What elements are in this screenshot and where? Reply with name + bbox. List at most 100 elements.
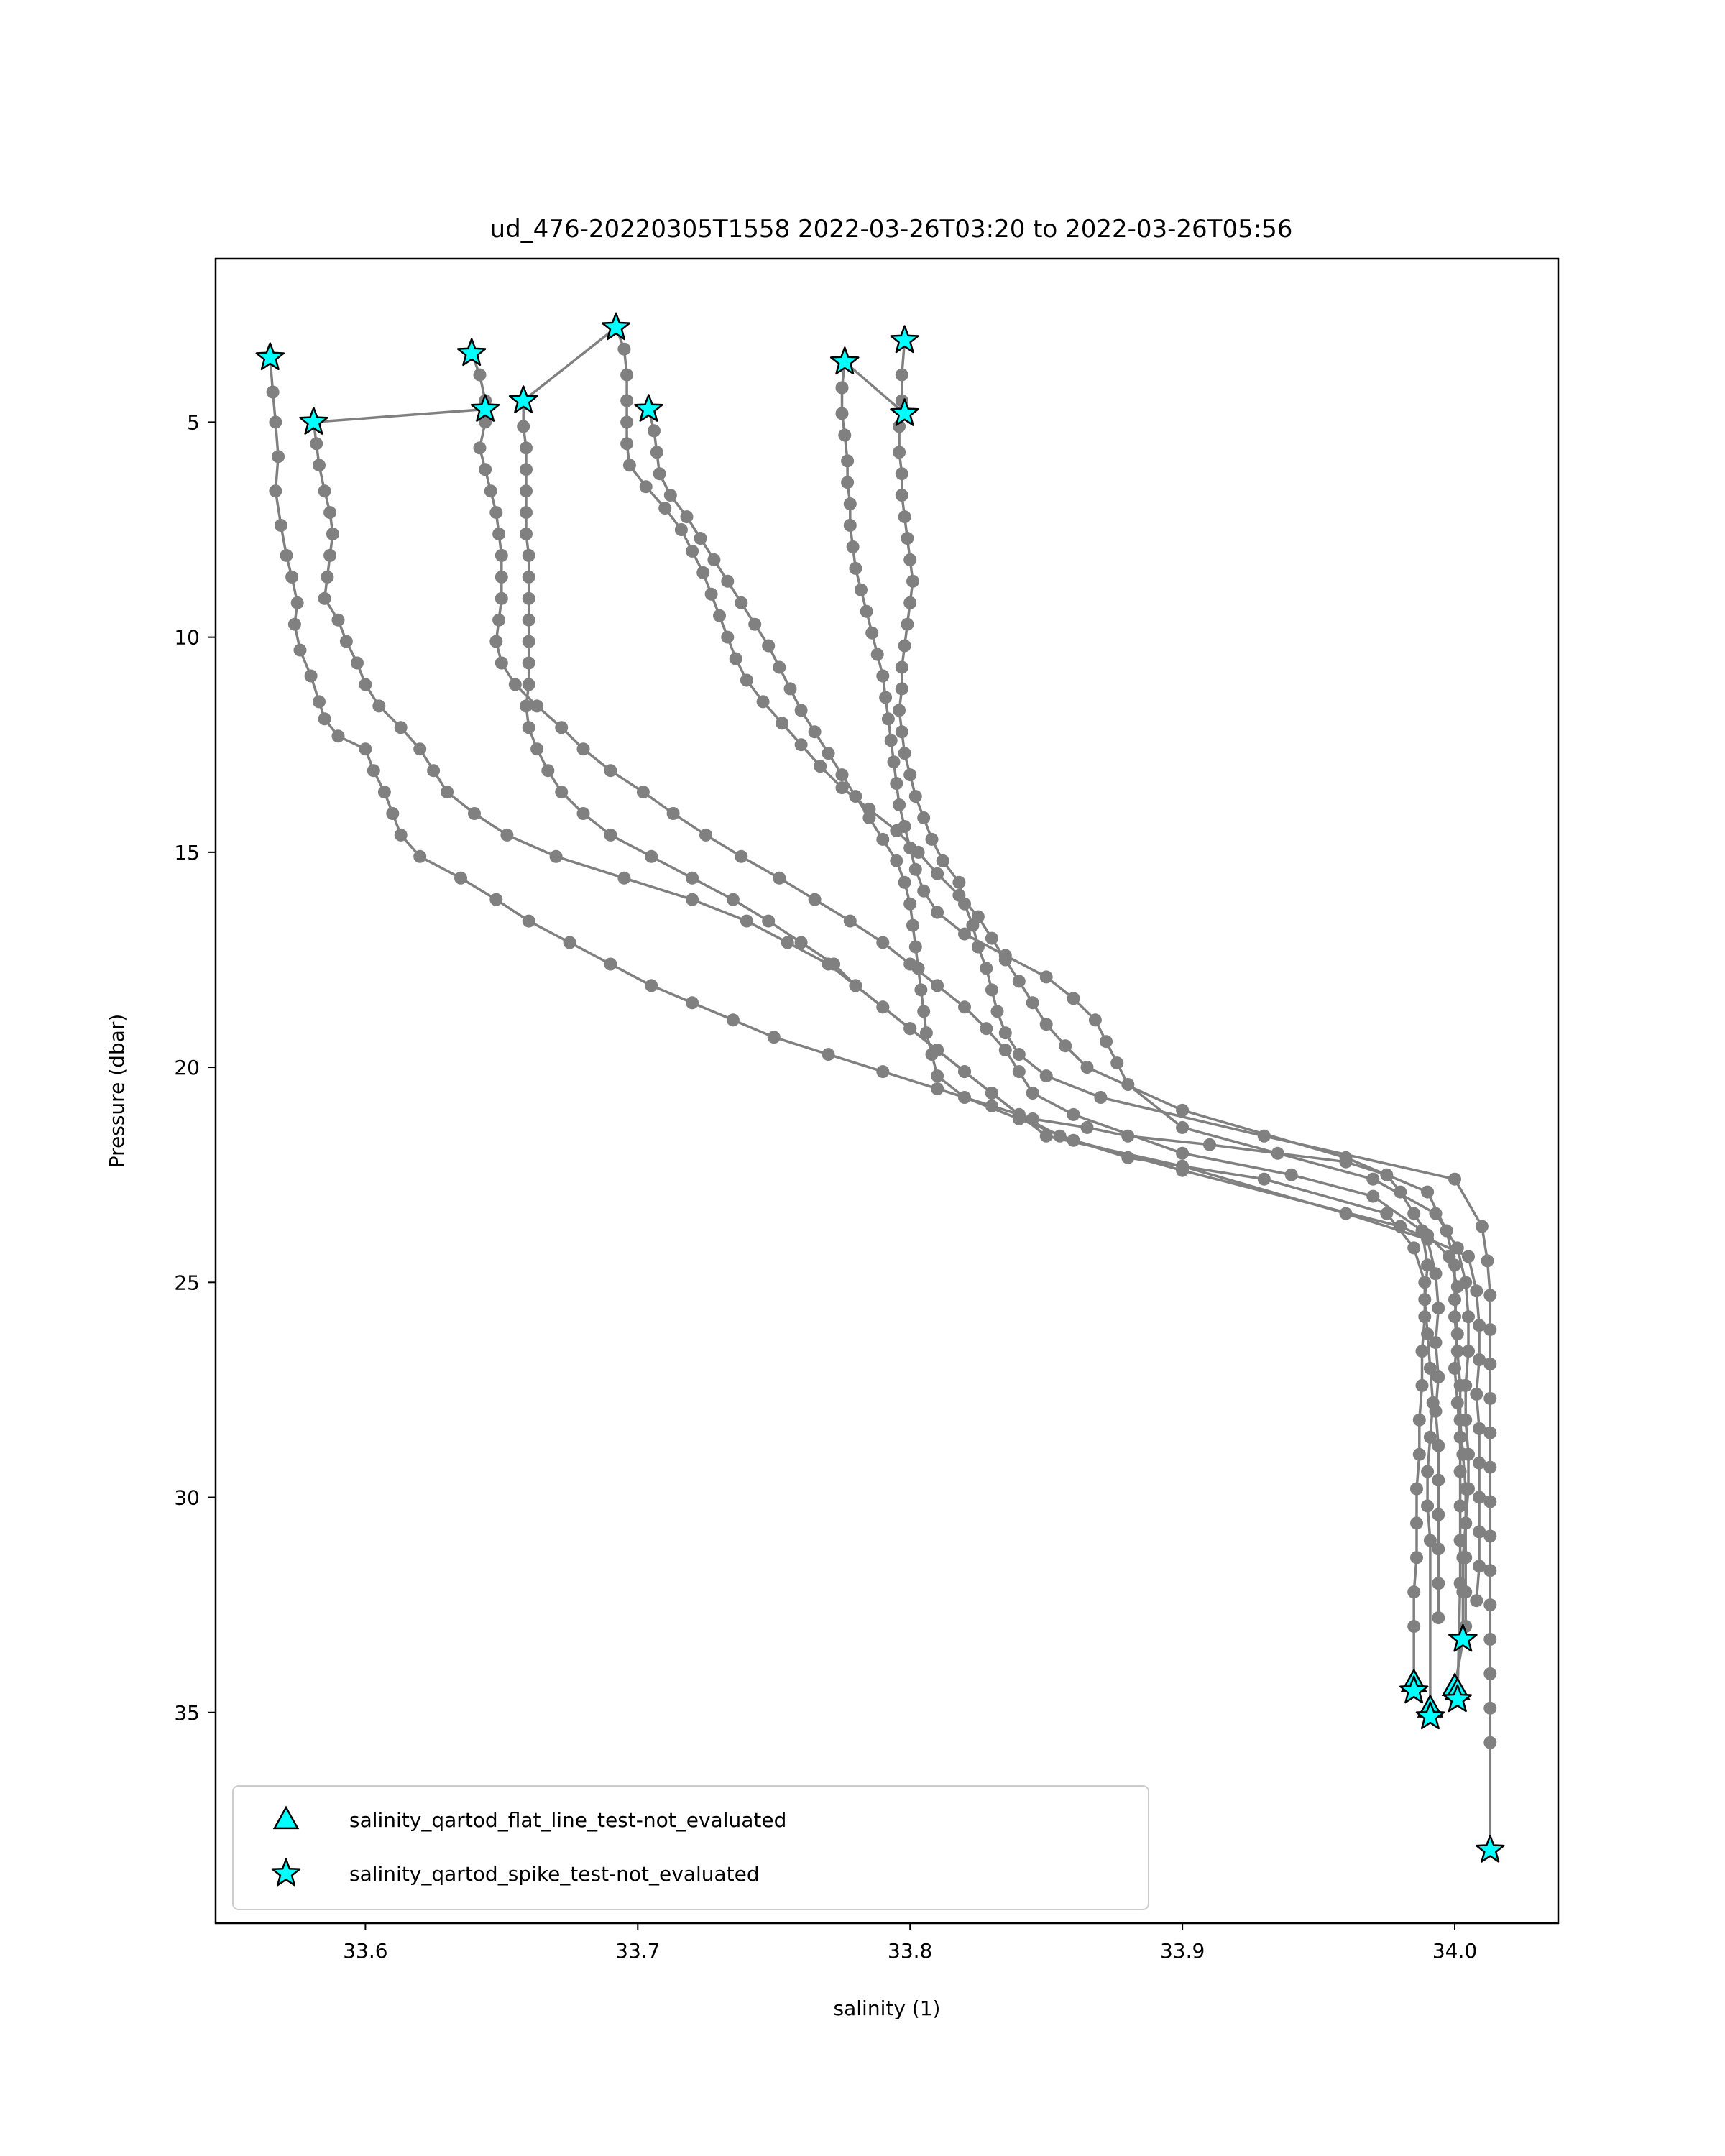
profile-8-point [1484, 1701, 1497, 1715]
profile-7-point [843, 497, 857, 511]
profile-1-point [290, 596, 304, 609]
profile-4-point [1432, 1370, 1445, 1383]
profile-7-point [1067, 992, 1080, 1005]
profile-5-point [1012, 975, 1026, 988]
y-tick-label: 30 [174, 1486, 200, 1510]
profile-6-point [917, 1005, 931, 1018]
profile-3-point [530, 699, 544, 713]
legend-star-marker [271, 1858, 301, 1886]
profile-6-point [1067, 1133, 1080, 1147]
y-tick-label: 10 [174, 626, 200, 650]
profile-7-point [1429, 1207, 1443, 1220]
profile-4-point [520, 441, 533, 455]
profile-7-point [898, 820, 911, 833]
profile-7-point [998, 949, 1012, 962]
profile-6-point [1394, 1220, 1407, 1233]
profile-6-point [1012, 1112, 1026, 1125]
profile-3-point [735, 849, 748, 863]
profile-3-point [1421, 1465, 1435, 1478]
profile-1-point [269, 484, 282, 498]
x-tick-label: 33.9 [1160, 1939, 1205, 1963]
profile-3-point [508, 678, 522, 691]
profile-2-point [372, 699, 386, 713]
profile-6-point [906, 918, 919, 932]
profile-4-point [645, 849, 658, 863]
profile-4-point [530, 742, 544, 756]
profile-6-point [822, 747, 835, 760]
profile-3-point [1421, 1327, 1435, 1341]
spike-star-marker [829, 346, 860, 375]
profile-6-point [1473, 1560, 1486, 1573]
profile-2-point [1257, 1172, 1271, 1186]
profile-8-point [952, 875, 966, 889]
x-tick-label: 33.8 [888, 1939, 932, 1963]
profile-2-point [686, 893, 699, 906]
profile-8-point [1484, 1736, 1497, 1749]
profile-4-point [576, 807, 590, 820]
profile-3-point [1418, 1293, 1432, 1307]
profile-8-point [1484, 1495, 1497, 1508]
profile-5-point [756, 695, 770, 709]
profile-4-point [520, 463, 533, 476]
profile-4-point [1432, 1508, 1445, 1521]
y-axis-label: Pressure (dbar) [105, 1014, 129, 1169]
profile-5-point [1026, 996, 1039, 1010]
profile-6-point [648, 424, 661, 438]
profile-2-point [1415, 1378, 1429, 1392]
profile-8-point [893, 704, 906, 717]
profile-3-point [1423, 1430, 1437, 1444]
profile-8-point [908, 790, 922, 803]
profile-2-point [1407, 1585, 1421, 1599]
profile-5-point [622, 459, 636, 472]
x-axis-label: salinity (1) [834, 1996, 941, 2020]
profile-6-point [931, 1069, 944, 1083]
profile-4-point [726, 893, 740, 906]
profile-2-point [359, 678, 372, 691]
profile-2-point [617, 871, 631, 885]
profile-4-point [555, 786, 569, 799]
profile-8-point [901, 617, 914, 631]
spike-star-marker [634, 394, 663, 422]
connector-line-3 [844, 361, 906, 415]
profile-3-point [958, 1000, 971, 1014]
profile-5-point [674, 523, 688, 536]
profile-7-point [958, 927, 971, 941]
profile-1-point [822, 1048, 835, 1061]
profile-5-point [1450, 1327, 1464, 1341]
profile-8-point [895, 725, 908, 739]
profile-4-point [1432, 1577, 1445, 1590]
profile-6-point [650, 446, 663, 459]
profile-1-point [367, 764, 380, 778]
profile-2-point [1410, 1482, 1423, 1496]
profile-6-point [835, 768, 849, 782]
profile-2-point [339, 635, 353, 648]
profile-1-point [331, 729, 345, 743]
profile-7-point [855, 583, 868, 596]
spike-star-marker [508, 385, 538, 413]
legend: salinity_qartod_flat_line_test-not_evalu… [232, 1785, 1149, 1910]
profile-4-point [520, 528, 533, 540]
plot-frame [214, 257, 1560, 1925]
profile-6-point [958, 1091, 971, 1104]
legend-triangle-marker [272, 1805, 300, 1830]
profile-3-point [494, 570, 508, 584]
profile-2-point [351, 656, 364, 670]
profile-4-point [686, 871, 699, 885]
spike-star-marker [601, 312, 631, 341]
profile-1-point [288, 617, 301, 631]
profile-5-point [740, 673, 753, 687]
profile-6-point [663, 489, 677, 502]
profile-8-point [1481, 1254, 1494, 1268]
profile-1-point [931, 1082, 944, 1095]
profile-1-point [454, 871, 467, 885]
profile-1-point [313, 695, 326, 709]
profile-4-point [604, 828, 617, 842]
spike-star-marker [890, 325, 919, 354]
profile-7-point [1088, 1013, 1102, 1027]
profile-7-point [1100, 1035, 1113, 1049]
profile-5-point [1421, 1185, 1435, 1199]
profile-3-point [931, 979, 944, 992]
profile-4-point [849, 979, 862, 992]
profile-5-point [620, 437, 634, 451]
profile-4-point [827, 957, 841, 971]
